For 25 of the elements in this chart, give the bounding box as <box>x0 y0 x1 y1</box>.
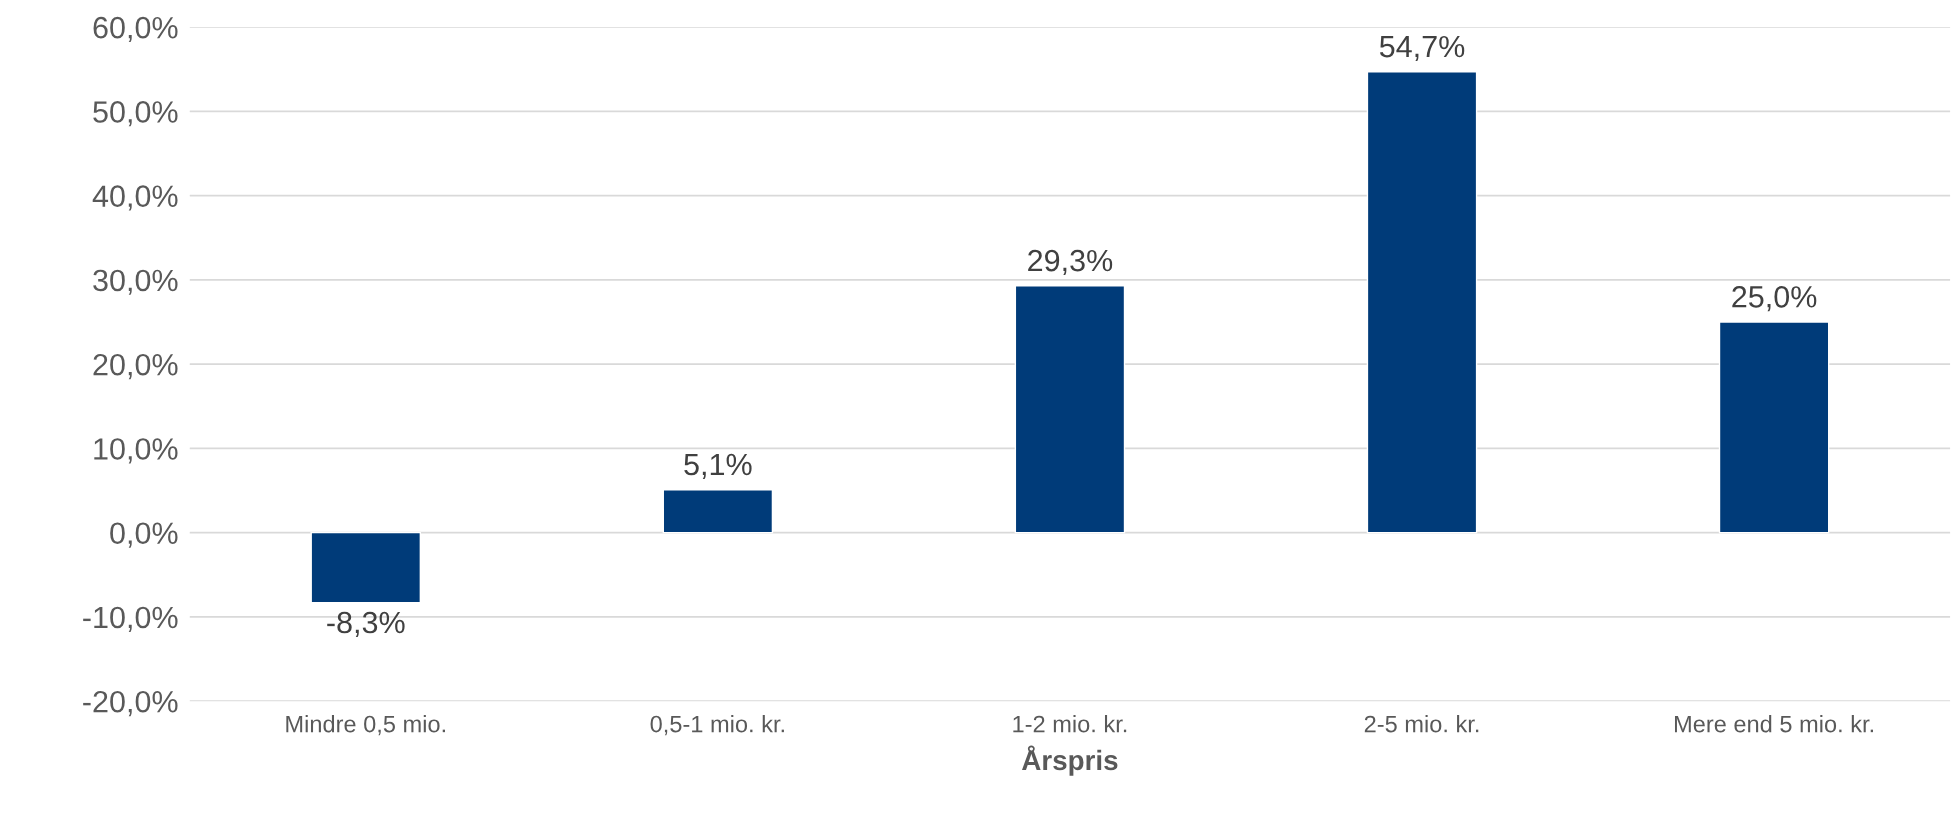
x-tick-label: 2-5 mio. kr. <box>1364 715 1479 733</box>
data-label: 54,7% <box>1379 35 1465 62</box>
data-label: -8,3% <box>327 611 405 637</box>
y-tick-label: -20,0% <box>83 690 178 717</box>
y-tick-label: 60,0% <box>93 16 178 43</box>
y-tick-label: 40,0% <box>92 185 178 211</box>
x-tick-label: 1-2 mio. kr. <box>1013 715 1127 733</box>
x-axis-title: Årspris <box>1021 745 1118 776</box>
y-tick-label: 10,0% <box>94 438 178 464</box>
y-tick-label: 0,0% <box>110 522 178 548</box>
y-tick-label: 30,0% <box>93 269 178 295</box>
bar <box>662 488 774 534</box>
bar <box>310 531 422 604</box>
y-tick-label: 50,0% <box>93 101 178 127</box>
y-tick-label: -10,0% <box>83 606 178 632</box>
bar <box>1366 71 1478 534</box>
data-label: 29,3% <box>1028 249 1113 276</box>
x-tick-label: 0,5-1 mio. kr. <box>650 715 784 736</box>
bar <box>1718 321 1830 534</box>
data-label: 5,1% <box>684 453 752 479</box>
data-label: 25,0% <box>1732 286 1817 312</box>
y-tick-label: 20,0% <box>93 353 178 380</box>
bar <box>1014 285 1126 534</box>
x-tick-label: Mere end 5 mio. kr. <box>1674 715 1873 733</box>
x-tick-label: Mindre 0,5 mio. <box>286 715 445 736</box>
